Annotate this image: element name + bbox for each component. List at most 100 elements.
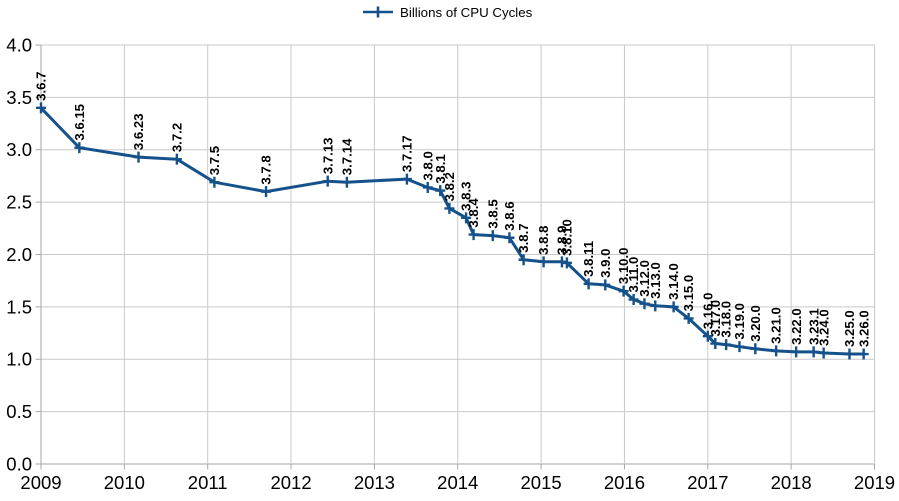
- data-point-label: 3.6.15: [72, 104, 87, 141]
- data-point-marker: [518, 254, 529, 266]
- x-tick-label: 2015: [521, 472, 562, 493]
- x-tick-label: 2009: [20, 472, 61, 493]
- x-tick-label: 2010: [104, 472, 145, 493]
- data-point-label: 3.20.0: [748, 305, 763, 342]
- data-point-marker: [401, 173, 412, 185]
- data-point-label: 3.9.0: [598, 249, 613, 278]
- y-tick-label: 2.5: [6, 192, 32, 213]
- x-tick-label: 2011: [188, 472, 228, 493]
- data-point-marker: [771, 345, 782, 357]
- data-point-label: 3.7.14: [339, 138, 354, 175]
- data-point-marker: [818, 347, 829, 359]
- data-point-label: 3.11.0: [626, 257, 641, 293]
- data-point-label: 3.25.0: [842, 310, 857, 347]
- data-point-marker: [74, 142, 85, 154]
- data-point-marker: [650, 300, 661, 312]
- data-point-marker: [683, 312, 694, 324]
- data-point-label: 3.8.3: [459, 181, 474, 210]
- data-point-marker: [618, 285, 629, 297]
- data-point-marker: [422, 181, 433, 193]
- data-point-label: 3.7.5: [207, 146, 222, 175]
- data-point-marker: [668, 301, 679, 313]
- data-point-marker: [639, 298, 650, 310]
- data-point-marker: [487, 230, 498, 242]
- y-tick-label: 3.0: [6, 139, 32, 160]
- data-point-marker: [561, 257, 572, 269]
- data-point-label: 3.7.17: [400, 135, 415, 172]
- x-tick-label: 2017: [687, 472, 728, 493]
- data-point-marker: [461, 212, 472, 224]
- x-tick-label: 2012: [270, 472, 311, 493]
- x-tick-label: 2013: [354, 472, 395, 493]
- legend-label: Billions of CPU Cycles: [400, 4, 533, 20]
- data-point-marker: [468, 229, 479, 241]
- data-point-label: 3.7.13: [320, 138, 335, 175]
- data-point-marker: [721, 339, 732, 351]
- data-point-label: 3.8.9: [555, 225, 570, 254]
- data-point-label: 3.6.7: [34, 72, 49, 101]
- data-point-marker: [341, 176, 352, 188]
- data-point-label: 3.14.0: [666, 263, 681, 300]
- x-tick-label: 2018: [771, 472, 812, 493]
- data-point-label: 3.15.0: [681, 275, 696, 312]
- data-point-label: 3.8.5: [485, 199, 500, 228]
- data-point-label: 3.6.23: [131, 113, 146, 150]
- data-point-label: 3.19.0: [732, 303, 747, 340]
- y-tick-label: 3.5: [6, 87, 32, 108]
- data-point-marker: [504, 232, 515, 244]
- data-point-marker: [734, 341, 745, 353]
- data-point-marker: [628, 294, 639, 306]
- y-tick-label: 4.0: [6, 34, 32, 55]
- data-point-marker: [858, 348, 869, 360]
- data-point-marker: [600, 279, 611, 291]
- y-tick-label: 0.0: [6, 453, 32, 474]
- data-point-label: 3.10.0: [616, 247, 631, 284]
- data-point-label: 3.7.2: [169, 123, 184, 152]
- y-tick-label: 2.0: [6, 244, 32, 265]
- x-tick-label: 2019: [854, 472, 895, 493]
- data-point-marker: [435, 185, 446, 197]
- data-point-label: 3.8.7: [516, 223, 531, 252]
- y-tick-label: 1.5: [6, 296, 32, 317]
- data-point-label: 3.23.1: [806, 308, 821, 345]
- data-point-label: 3.17.0: [708, 300, 723, 337]
- y-tick-label: 1.0: [6, 349, 32, 370]
- data-point-label: 3.18.0: [719, 301, 734, 338]
- data-point-label: 3.8.8: [536, 225, 551, 254]
- chart-legend: Billions of CPU Cycles: [363, 3, 532, 21]
- data-point-label: 3.16.0: [700, 293, 715, 330]
- data-point-label: 3.24.0: [816, 309, 831, 346]
- data-point-label: 3.21.0: [769, 307, 784, 344]
- data-point-label: 3.26.0: [856, 310, 871, 347]
- y-tick-label: 0.5: [6, 401, 32, 422]
- data-point-marker: [710, 338, 721, 350]
- data-point-label: 3.13.0: [648, 262, 663, 299]
- data-point-marker: [261, 186, 272, 198]
- data-point-marker: [322, 175, 333, 187]
- data-point-label: 3.12.0: [637, 260, 652, 297]
- x-tick-label: 2016: [604, 472, 645, 493]
- data-point-marker: [750, 343, 761, 355]
- data-point-label: 3.8.10: [560, 219, 575, 256]
- data-point-marker: [36, 102, 46, 114]
- data-point-marker: [209, 176, 220, 188]
- legend-line-marker: [363, 6, 393, 18]
- data-point-label: 3.8.11: [581, 241, 596, 277]
- data-point-label: 3.22.0: [789, 308, 804, 345]
- data-point-label: 3.8.6: [502, 201, 517, 230]
- data-point-label: 3.8.4: [466, 198, 481, 228]
- data-point-marker: [808, 346, 819, 358]
- data-point-marker: [133, 151, 144, 163]
- data-point-marker: [702, 330, 713, 342]
- data-point-marker: [444, 202, 455, 214]
- data-point-marker: [538, 256, 549, 268]
- data-point-marker: [791, 346, 802, 358]
- data-point-label: 3.7.8: [259, 155, 274, 184]
- x-tick-label: 2014: [437, 472, 478, 493]
- data-point-label: 3.8.1: [433, 154, 448, 183]
- data-point-label: 3.8.2: [442, 172, 457, 201]
- data-point-label: 3.8.0: [420, 151, 435, 180]
- data-point-marker: [171, 153, 182, 165]
